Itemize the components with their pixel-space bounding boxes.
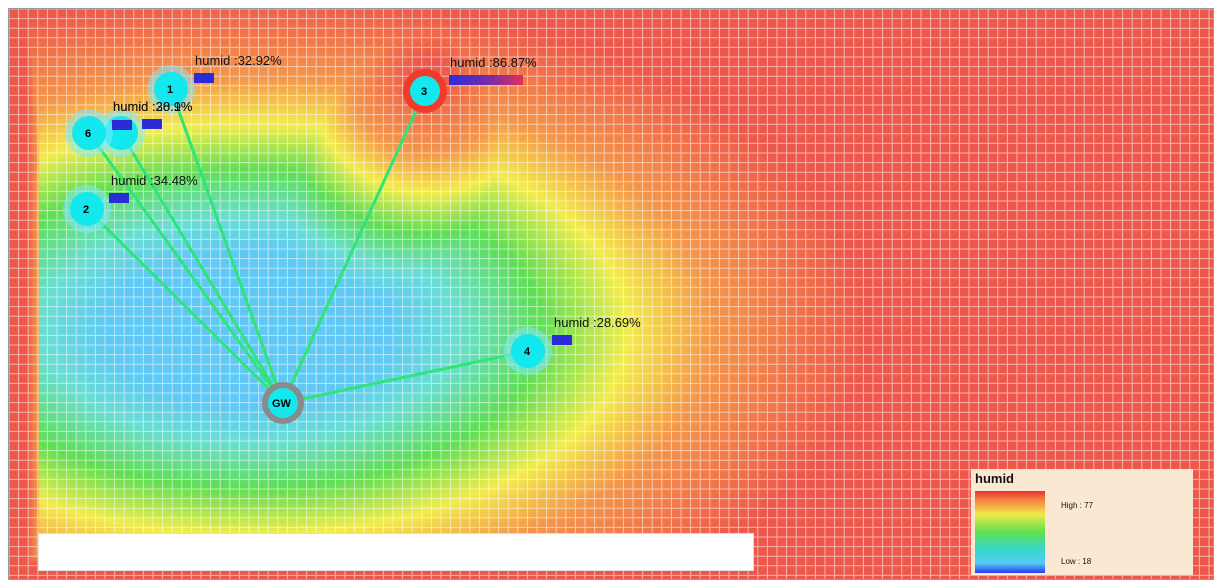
- sensor-node-2[interactable]: 2 humid :34.48%: [63, 173, 198, 233]
- map-grid: [9, 9, 1213, 579]
- node-layer: 1 humid :32.92% 2 humid :34.48% 3 humid :86.8…: [63, 53, 641, 424]
- link-gw-node-5: [119, 132, 285, 404]
- sensor-network: 1 humid :32.92% 2 humid :34.48% 3 humid :86.8…: [63, 53, 641, 424]
- node-4-value-bar: [552, 335, 572, 345]
- link-gw-node-3: [281, 90, 427, 404]
- sensor-node-1[interactable]: 1 humid :32.92%: [147, 53, 282, 113]
- link-gw-node-1: [169, 88, 285, 404]
- link-layer: [85, 88, 529, 405]
- node-label: 3: [421, 86, 427, 98]
- legend-color-ramp: [975, 491, 1045, 573]
- node-3-reading: humid :86.87%: [450, 55, 537, 70]
- link-gw-node-6: [87, 132, 285, 404]
- map-view[interactable]: 1 humid :32.92% 2 humid :34.48% 3 humid :86.8…: [8, 8, 1214, 580]
- node-1-reading: humid :32.92%: [195, 53, 282, 68]
- node-label: 4: [524, 346, 531, 358]
- sensor-node-4[interactable]: 4 humid :28.69%: [504, 315, 641, 375]
- node-2-reading: humid :34.48%: [111, 173, 198, 188]
- grid-lines: [9, 9, 1213, 579]
- node-core: [154, 72, 188, 106]
- node-2-value-bar: [109, 193, 129, 203]
- node-3-value-bar: [449, 75, 523, 85]
- node-core: [72, 116, 106, 150]
- node-core: [511, 334, 545, 368]
- link-gw-node-4: [282, 349, 529, 405]
- status-bar: [38, 533, 754, 571]
- legend-high-label: High : 77: [1061, 501, 1094, 510]
- node-core: [410, 76, 440, 106]
- legend: humid High : 77 Low : 18: [971, 469, 1193, 575]
- node-label: 2: [83, 204, 89, 216]
- node-6-value-bar: [112, 120, 132, 130]
- node-label: 6: [85, 128, 91, 140]
- legend-title: humid: [975, 471, 1014, 486]
- node-1-value-bar: [194, 73, 214, 83]
- gateway-node[interactable]: GW: [262, 382, 304, 424]
- node-label: 1: [167, 84, 173, 96]
- node-5-reading: humid :30.1%: [113, 99, 193, 114]
- node-4-reading: humid :28.69%: [554, 315, 641, 330]
- link-gw-node-2: [85, 207, 285, 405]
- node-5-value-bar: [142, 119, 162, 129]
- sensor-node-3[interactable]: 3 humid :86.87%: [403, 55, 537, 113]
- node-6-reading: humid :28.9%: [113, 99, 193, 114]
- legend-low-label: Low : 18: [1061, 557, 1092, 566]
- gateway-label: GW: [272, 398, 292, 410]
- gateway-core: [268, 388, 298, 418]
- sensor-node-6[interactable]: 6 humid :28.9%: [65, 99, 193, 157]
- node-core: [70, 192, 104, 226]
